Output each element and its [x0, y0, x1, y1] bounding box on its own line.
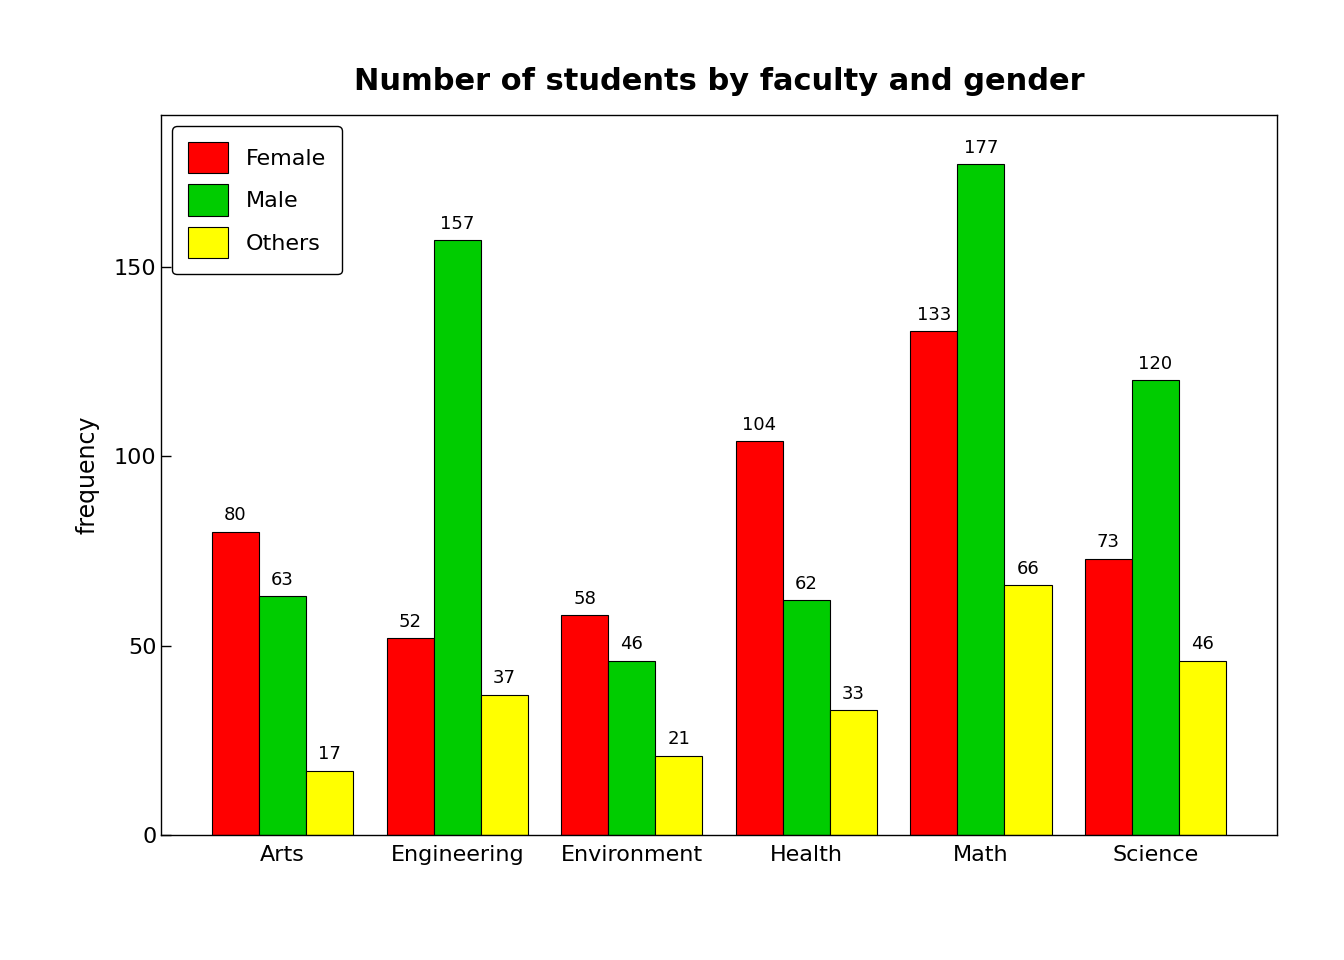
- Bar: [259, 596, 306, 835]
- Text: 66: 66: [1016, 560, 1039, 578]
- Text: 58: 58: [573, 589, 597, 608]
- Bar: [387, 638, 434, 835]
- Bar: [910, 331, 957, 835]
- Y-axis label: frequency: frequency: [75, 416, 99, 535]
- Text: 120: 120: [1138, 355, 1172, 372]
- Text: 73: 73: [1097, 533, 1120, 551]
- Bar: [609, 660, 656, 835]
- Bar: [1132, 380, 1179, 835]
- Text: 80: 80: [224, 507, 247, 524]
- Bar: [735, 441, 782, 835]
- Text: 177: 177: [964, 139, 999, 156]
- Text: 62: 62: [794, 575, 817, 592]
- Legend: Female, Male, Others: Female, Male, Others: [172, 127, 341, 274]
- Bar: [829, 710, 878, 835]
- Text: 63: 63: [271, 571, 294, 588]
- Text: 157: 157: [439, 215, 474, 232]
- Bar: [481, 695, 528, 835]
- Text: 46: 46: [621, 636, 644, 654]
- Bar: [782, 600, 829, 835]
- Text: 46: 46: [1191, 636, 1214, 654]
- Bar: [1085, 559, 1132, 835]
- Text: 33: 33: [841, 684, 866, 703]
- Bar: [434, 240, 481, 835]
- Text: 17: 17: [319, 745, 341, 763]
- Title: Number of students by faculty and gender: Number of students by faculty and gender: [353, 67, 1085, 96]
- Bar: [957, 164, 1004, 835]
- Text: 104: 104: [742, 416, 777, 434]
- Bar: [656, 756, 703, 835]
- Bar: [212, 532, 259, 835]
- Text: 133: 133: [917, 305, 952, 324]
- Bar: [560, 615, 609, 835]
- Text: 52: 52: [399, 612, 422, 631]
- Text: 37: 37: [493, 669, 516, 687]
- Bar: [306, 771, 353, 835]
- Text: 21: 21: [668, 730, 691, 748]
- Bar: [1179, 660, 1226, 835]
- Bar: [1004, 585, 1051, 835]
